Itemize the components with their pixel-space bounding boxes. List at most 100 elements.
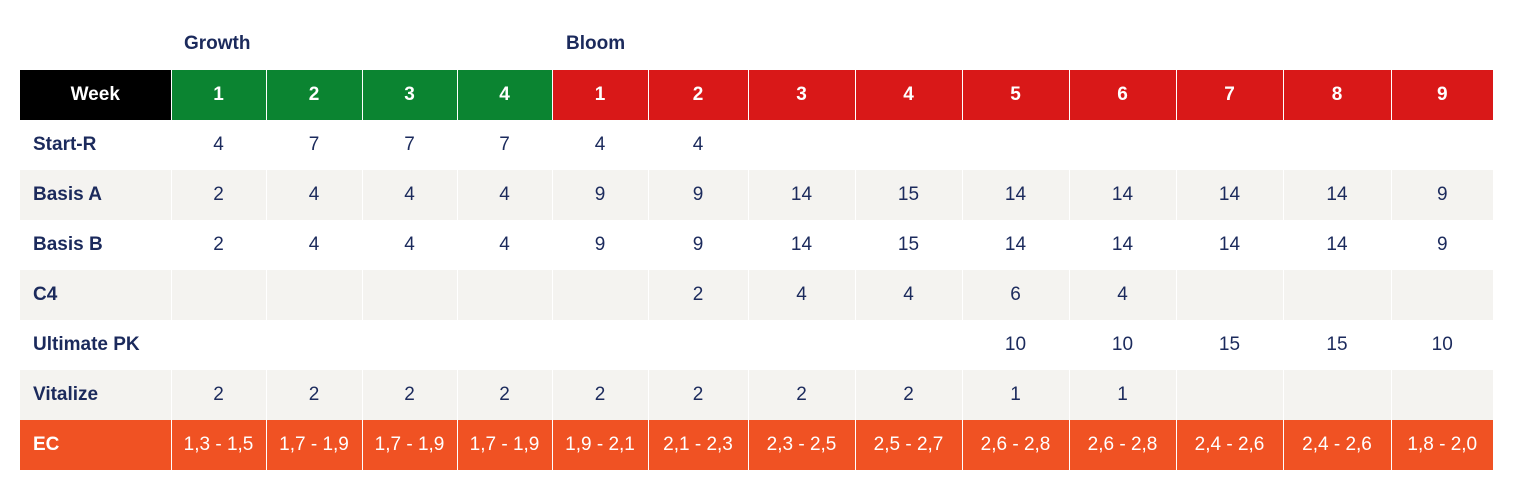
dosage-cell: 2 xyxy=(648,270,749,320)
dosage-cell xyxy=(552,320,649,370)
growth-week-cell: 4 xyxy=(457,70,553,120)
bloom-week-cell: 6 xyxy=(1069,70,1177,120)
ec-value-cell: 1,7 - 1,9 xyxy=(266,420,363,470)
row-label: Vitalize xyxy=(20,370,172,420)
dosage-cell xyxy=(1391,270,1493,320)
dosage-cell xyxy=(1283,270,1392,320)
ec-value-cell: 1,9 - 2,1 xyxy=(552,420,649,470)
dosage-cell: 4 xyxy=(552,120,649,170)
dosage-cell: 10 xyxy=(1069,320,1177,370)
dosage-cell xyxy=(171,270,267,320)
dosage-cell xyxy=(1283,370,1392,420)
ec-value-cell: 1,7 - 1,9 xyxy=(362,420,458,470)
dosage-cell: 2 xyxy=(362,370,458,420)
dosage-cell xyxy=(266,270,363,320)
dosage-cell: 15 xyxy=(855,220,963,270)
row-label: C4 xyxy=(20,270,172,320)
dosage-cell: 2 xyxy=(266,370,363,420)
dosage-cell: 14 xyxy=(1069,220,1177,270)
week-header-label: Week xyxy=(20,70,172,120)
feeding-schedule-table: Week 1 2 3 4 1 2 3 4 5 6 7 8 9 Start-R 4 7… xyxy=(20,70,1493,470)
dosage-cell: 14 xyxy=(748,170,856,220)
week-header-row: Week 1 2 3 4 1 2 3 4 5 6 7 8 9 xyxy=(20,70,1493,120)
dosage-cell: 4 xyxy=(266,170,363,220)
bloom-week-cell: 9 xyxy=(1391,70,1493,120)
product-row: Ultimate PK 10 10 15 15 10 xyxy=(20,320,1493,370)
bloom-week-cell: 2 xyxy=(648,70,749,120)
dosage-cell: 2 xyxy=(552,370,649,420)
dosage-cell xyxy=(748,120,856,170)
dosage-cell xyxy=(171,320,267,370)
dosage-cell xyxy=(1391,120,1493,170)
dosage-cell: 4 xyxy=(457,220,553,270)
dosage-cell: 14 xyxy=(962,220,1070,270)
dosage-cell: 15 xyxy=(1283,320,1392,370)
dosage-cell: 14 xyxy=(1176,220,1284,270)
dosage-cell: 2 xyxy=(855,370,963,420)
dosage-cell: 4 xyxy=(362,170,458,220)
dosage-cell: 10 xyxy=(962,320,1070,370)
dosage-cell: 1 xyxy=(962,370,1070,420)
dosage-cell: 4 xyxy=(457,170,553,220)
dosage-cell xyxy=(1283,120,1392,170)
dosage-cell: 14 xyxy=(962,170,1070,220)
dosage-cell: 15 xyxy=(855,170,963,220)
dosage-cell xyxy=(962,120,1070,170)
dosage-cell: 4 xyxy=(748,270,856,320)
ec-value-cell: 2,6 - 2,8 xyxy=(962,420,1070,470)
bloom-phase-label: Bloom xyxy=(566,33,626,54)
dosage-cell xyxy=(748,320,856,370)
dosage-cell: 15 xyxy=(1176,320,1284,370)
bloom-week-cell: 7 xyxy=(1176,70,1284,120)
row-label: Ultimate PK xyxy=(20,320,172,370)
row-label: Start-R xyxy=(20,120,172,170)
dosage-cell: 6 xyxy=(962,270,1070,320)
dosage-cell: 14 xyxy=(1283,220,1392,270)
dosage-cell xyxy=(1176,270,1284,320)
dosage-cell xyxy=(648,320,749,370)
dosage-cell: 9 xyxy=(552,220,649,270)
dosage-cell: 2 xyxy=(171,220,267,270)
ec-value-cell: 1,7 - 1,9 xyxy=(457,420,553,470)
dosage-cell: 10 xyxy=(1431,334,1453,355)
dosage-cell: 9 xyxy=(1436,234,1448,255)
dosage-cell xyxy=(362,320,458,370)
dosage-cell: 2 xyxy=(457,370,553,420)
dosage-cell: 14 xyxy=(748,220,856,270)
dosage-cell xyxy=(1391,370,1493,420)
dosage-cell: 14 xyxy=(1283,170,1392,220)
product-row: Basis B 2 4 4 4 9 9 14 15 14 14 14 14 9 xyxy=(20,220,1493,270)
ec-value-cell: 2,6 - 2,8 xyxy=(1069,420,1177,470)
dosage-cell: 9 xyxy=(1391,170,1493,220)
dosage-cell: 7 xyxy=(266,120,363,170)
dosage-cell: 7 xyxy=(457,120,553,170)
dosage-cell: 2 xyxy=(171,370,267,420)
ec-value-cell: 2,5 - 2,7 xyxy=(855,420,963,470)
ec-value-cell: 2,3 - 2,5 xyxy=(748,420,856,470)
dosage-cell: 14 xyxy=(1069,170,1177,220)
ec-value-cell: 1,3 - 1,5 xyxy=(171,420,267,470)
dosage-cell: 14 xyxy=(1176,170,1284,220)
dosage-cell: 4 xyxy=(362,220,458,270)
row-label: Basis A xyxy=(20,170,172,220)
dosage-cell: 4 xyxy=(1069,270,1177,320)
dosage-cell xyxy=(1069,120,1177,170)
ec-value-cell: 2,4 - 2,6 xyxy=(1283,420,1392,470)
ec-value-cell: 2,1 - 2,3 xyxy=(648,420,749,470)
dosage-cell xyxy=(1176,370,1284,420)
dosage-cell: 1 xyxy=(1069,370,1177,420)
dosage-cell: 4 xyxy=(266,220,363,270)
dosage-cell: 4 xyxy=(855,270,963,320)
ec-value-cell: 2,4 - 2,6 xyxy=(1176,420,1284,470)
dosage-cell xyxy=(457,270,553,320)
dosage-cell xyxy=(855,320,963,370)
bloom-week-cell: 4 xyxy=(855,70,963,120)
dosage-cell xyxy=(1176,120,1284,170)
growth-week-cell: 2 xyxy=(266,70,363,120)
product-row: Basis A 2 4 4 4 9 9 14 15 14 14 14 14 9 xyxy=(20,170,1493,220)
product-row: Start-R 4 7 7 7 4 4 xyxy=(20,120,1493,170)
dosage-cell xyxy=(855,120,963,170)
growth-week-cell: 3 xyxy=(362,70,458,120)
dosage-cell: 7 xyxy=(362,120,458,170)
dosage-cell: 9 xyxy=(648,170,749,220)
